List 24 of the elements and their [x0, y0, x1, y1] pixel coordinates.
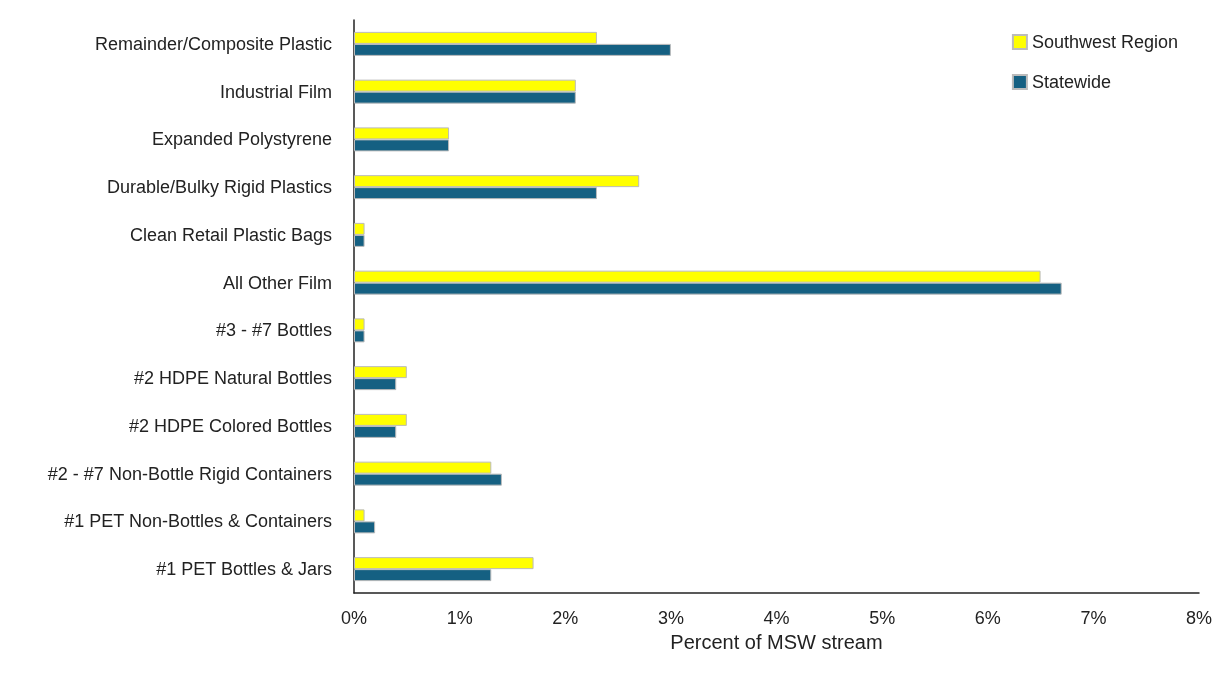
- x-tick-label: 5%: [869, 608, 896, 628]
- y-tick-label: Durable/Bulky Rigid Plastics: [106, 177, 332, 198]
- y-tick-label: Expanded Polystyrene: [151, 129, 332, 150]
- y-tick-label: Clean Retail Plastic Bags: [129, 224, 332, 245]
- x-tick-label: 1%: [446, 608, 473, 628]
- y-tick-label: #1 PET Non-Bottles & Containers: [64, 511, 332, 532]
- x-tick-label: 6%: [974, 608, 1001, 628]
- x-axis-title: Percent of MSW stream: [670, 630, 883, 653]
- y-tick-label: All Other Film: [222, 272, 332, 293]
- x-tick-label: 4%: [763, 608, 790, 628]
- x-tick-label: 2%: [552, 608, 579, 628]
- x-tick-label: 7%: [1080, 608, 1107, 628]
- y-tick-label: Industrial Film: [219, 81, 332, 102]
- legend-label: Southwest Region: [1031, 32, 1178, 52]
- y-tick-label: #3 - #7 Bottles: [215, 320, 332, 341]
- legend-label: Statewide: [1031, 72, 1111, 92]
- y-tick-label: #2 HDPE Colored Bottles: [128, 415, 332, 436]
- x-tick-label: 0%: [340, 608, 368, 628]
- x-tick-label: 8%: [1185, 608, 1213, 628]
- y-tick-label: #2 HDPE Natural Bottles: [133, 368, 332, 389]
- y-tick-label: #1 PET Bottles & Jars: [156, 559, 332, 580]
- y-tick-label: Remainder/Composite Plastic: [94, 33, 332, 54]
- x-tick-label: 3%: [657, 608, 684, 628]
- y-tick-label: #2 - #7 Non-Bottle Rigid Containers: [47, 463, 332, 484]
